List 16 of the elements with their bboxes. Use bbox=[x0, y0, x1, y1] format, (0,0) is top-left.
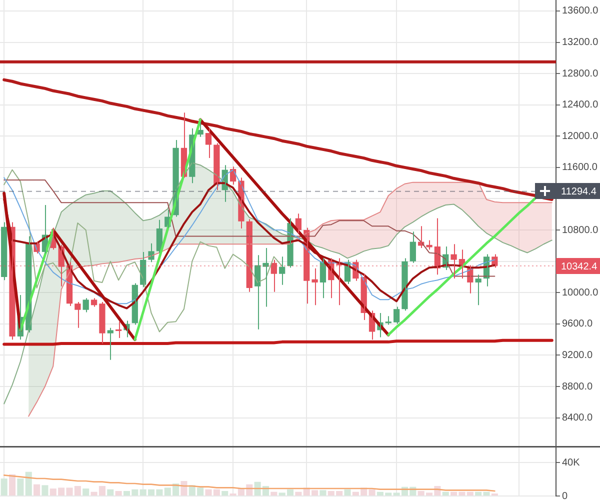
ref-line-label: 10342.4 bbox=[561, 261, 598, 272]
y-tick-label: 9600.0 bbox=[562, 318, 594, 330]
y-tick-label: 10000.0 bbox=[562, 287, 599, 298]
y-tick-label: 9200.0 bbox=[562, 350, 594, 361]
ref-line-label: 11294.4 bbox=[561, 186, 597, 198]
y-tick-label: 8800.0 bbox=[562, 381, 594, 392]
y-tick-label: 40K bbox=[562, 457, 580, 468]
y-tick-label: 11600.0 bbox=[562, 162, 598, 174]
y-tick-label: 0 bbox=[562, 490, 568, 502]
y-tick-label: 8400.0 bbox=[562, 412, 594, 424]
y-tick-label: 13200.0 bbox=[562, 37, 599, 48]
y-tick-label: 10800.0 bbox=[562, 224, 599, 236]
y-tick-label: 13600.0 bbox=[562, 6, 599, 17]
y-tick-label: 12000.0 bbox=[562, 130, 599, 142]
y-tick-label: 12400.0 bbox=[562, 100, 599, 111]
y-tick-label: 12800.0 bbox=[562, 68, 599, 80]
